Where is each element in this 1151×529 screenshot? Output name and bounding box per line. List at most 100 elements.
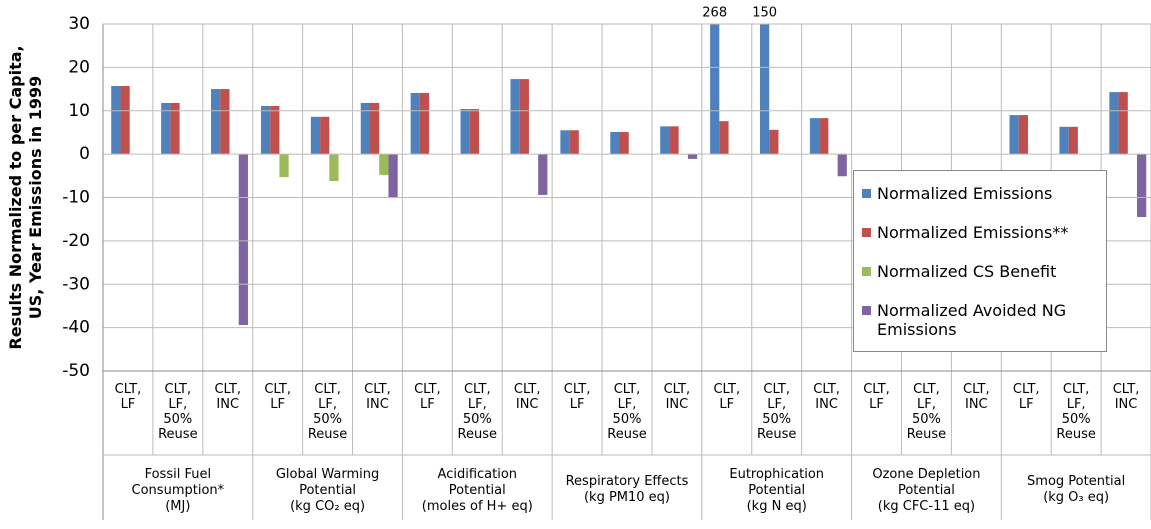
bar [320, 116, 330, 155]
group-label-line: (MJ) [165, 499, 191, 514]
bar [687, 154, 698, 159]
legend-swatch [862, 189, 871, 198]
bar [279, 154, 289, 178]
group-label-line: Fossil Fuel [144, 467, 212, 482]
group-label-line: (kg CFC-11 eq) [877, 499, 976, 514]
bar [1118, 92, 1128, 155]
bar [220, 89, 230, 155]
group-label: Eutrophication Potential (kg N eq) [704, 467, 850, 515]
group-label-line: (kg N eq) [746, 499, 807, 514]
x-tick-label: CLT, INC [663, 382, 691, 412]
value-label: 150 [752, 6, 777, 21]
bar [538, 154, 548, 195]
x-tick-label: CLT, INC [813, 382, 840, 412]
x-tick-label: CLT, LF [264, 382, 291, 412]
x-tick-label: CLT, LF, 50% Reuse [756, 382, 797, 442]
bar [419, 92, 430, 155]
group-label: Global Warming Potential (kg CO₂ eq) [255, 467, 401, 515]
x-tick-label: CLT, LF [414, 382, 441, 412]
legend-swatch [862, 306, 871, 315]
x-tick-label: CLT, LF [713, 382, 741, 412]
group-label-line: Smog Potential [1027, 474, 1126, 489]
legend-item: Normalized Avoided NG Emissions [862, 301, 1098, 339]
bar [388, 154, 398, 198]
bar [837, 154, 847, 177]
value-label: 268 [702, 6, 727, 21]
bar [379, 154, 389, 175]
bar [170, 102, 180, 155]
x-tick-label: CLT, LF [114, 382, 142, 412]
bar [360, 102, 370, 155]
group-label-line: (kg O₃ eq) [1043, 490, 1110, 505]
bar [519, 79, 529, 155]
bar [819, 118, 829, 155]
bar [1109, 92, 1119, 155]
bar [260, 105, 271, 155]
x-tick-label: CLT, LF, 50% Reuse [607, 382, 647, 442]
group-label-line: Respiratory Effects [565, 474, 689, 489]
x-tick-label: CLT, INC [513, 382, 541, 412]
y-tick-label: 10 [68, 101, 90, 121]
group-label: Acidification Potential (moles of H+ eq) [404, 467, 550, 515]
group-label-line: (moles of H+ eq) [421, 499, 533, 514]
y-axis-title: Results Normalized to per Capita,US, Yea… [6, 45, 45, 349]
group-label-line: Acidification [437, 467, 518, 482]
bar [369, 102, 380, 155]
legend-label: Normalized Avoided NG Emissions [877, 301, 1067, 339]
group-label: Fossil Fuel Consumption* (MJ) [105, 467, 251, 515]
group-label-line: Global Warming [275, 467, 380, 482]
bar [619, 132, 629, 155]
group-label-line: Potential [448, 483, 506, 498]
group-label-line: Potential [299, 483, 357, 498]
x-tick-label: CLT, INC [1112, 382, 1140, 412]
legend-swatch [862, 228, 871, 237]
bar [669, 126, 679, 155]
bar [769, 129, 779, 155]
y-axis-title-line: US, Year Emissions in 1999 [26, 76, 45, 319]
legend-item: Normalized Emissions** [862, 223, 1098, 242]
y-tick-label: -50 [62, 361, 90, 381]
legend-label: Normalized Emissions [877, 184, 1053, 203]
legend-item: Normalized CS Benefit [862, 262, 1098, 281]
y-tick-label: -40 [62, 318, 90, 338]
bar [510, 79, 520, 155]
x-tick-label: CLT, LF [1012, 382, 1040, 412]
group-label-line: Ozone Depletion [872, 467, 981, 482]
bar [719, 121, 729, 155]
group-label-line: (kg CO₂ eq) [290, 499, 366, 514]
bar [161, 102, 171, 155]
bar [660, 126, 670, 155]
bar [310, 116, 321, 155]
group-label-line: Consumption* [131, 483, 225, 498]
bar [270, 105, 280, 155]
bar [1018, 115, 1028, 155]
group-label: Smog Potential (kg O₃ eq) [1003, 474, 1149, 506]
y-tick-label: 30 [68, 14, 90, 34]
y-tick-label: -10 [62, 188, 90, 208]
bar [410, 92, 420, 155]
x-tick-label: CLT, LF, 50% Reuse [307, 382, 348, 442]
bar [238, 154, 248, 326]
bar [1068, 126, 1078, 155]
bar [610, 132, 620, 155]
x-tick-label: CLT, LF, 50% Reuse [158, 382, 198, 442]
x-tick-label: CLT, INC [214, 382, 242, 412]
y-axis-title-line: Results Normalized to per Capita, [6, 45, 25, 349]
bar [211, 89, 221, 155]
x-tick-label: CLT, LF, 50% Reuse [457, 382, 498, 442]
legend-label: Normalized Emissions** [877, 223, 1069, 242]
bar [569, 130, 579, 155]
y-tick-label: 0 [79, 144, 90, 164]
bar [710, 24, 720, 155]
x-tick-label: CLT, LF, 50% Reuse [906, 382, 947, 442]
legend-swatch [862, 267, 871, 276]
bar [469, 109, 480, 155]
legend-item: Normalized Emissions [862, 184, 1098, 203]
bar [1059, 126, 1069, 155]
x-tick-label: CLT, LF, 50% Reuse [1056, 382, 1096, 442]
bar [560, 130, 570, 155]
bar [120, 86, 130, 155]
group-label-line: Eutrophication [729, 467, 825, 482]
group-label: Respiratory Effects (kg PM10 eq) [554, 474, 700, 506]
